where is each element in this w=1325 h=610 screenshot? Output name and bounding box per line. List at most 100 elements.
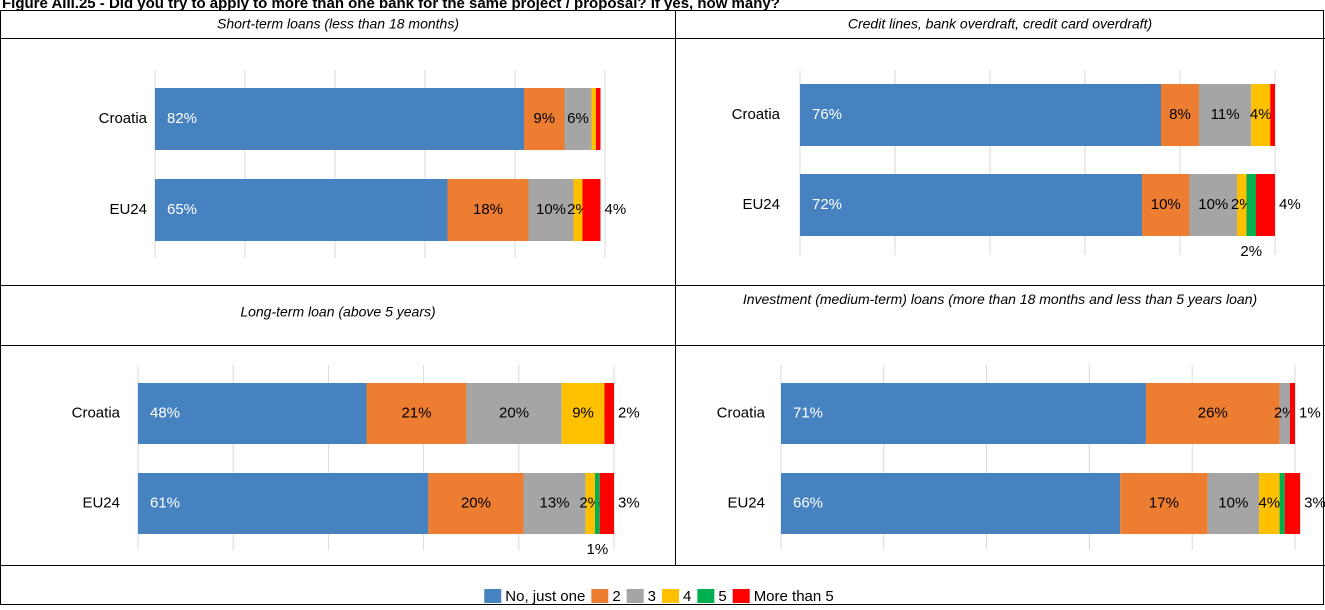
- bar-segment: [366, 383, 467, 444]
- data-label: 3%: [1304, 494, 1325, 511]
- legend-swatch: [662, 589, 679, 603]
- bar-segment: [800, 174, 1142, 236]
- bar-segment: [1145, 383, 1280, 444]
- bar-segment: [781, 473, 1121, 534]
- bar-segment: [1161, 84, 1199, 146]
- data-label: 10%: [1198, 196, 1228, 213]
- data-label: 18%: [473, 201, 503, 218]
- data-label: 10%: [1218, 494, 1248, 511]
- bar-segment: [585, 473, 595, 534]
- data-label: 61%: [150, 494, 180, 511]
- bar-segment: [573, 179, 583, 241]
- chart-subtitle: Short-term loans (less than 18 months): [217, 16, 459, 32]
- legend-label: 2: [612, 588, 620, 605]
- category-label: Croatia: [732, 106, 781, 123]
- data-label: 10%: [536, 201, 566, 218]
- data-label: 48%: [150, 404, 180, 421]
- bar-segment: [800, 84, 1161, 146]
- bar-segment: [1270, 84, 1275, 146]
- bar-segment: [466, 383, 562, 444]
- bar-segment: [1279, 473, 1285, 534]
- legend-swatch: [697, 589, 715, 603]
- bar-segment: [604, 383, 614, 444]
- data-label: 4%: [1250, 106, 1272, 123]
- bar-segment: [1199, 84, 1252, 146]
- bar-segment: [599, 473, 614, 534]
- legend-swatch: [732, 589, 750, 603]
- legend-label: 5: [718, 588, 726, 605]
- data-label: 66%: [793, 494, 823, 511]
- bar-segment: [524, 88, 565, 150]
- frame: [0, 10, 1325, 605]
- data-label: 26%: [1198, 404, 1228, 421]
- data-label: 9%: [572, 404, 594, 421]
- legend-label: No, just one: [505, 588, 585, 605]
- data-label: 1%: [586, 541, 608, 558]
- bar-segment: [594, 473, 600, 534]
- data-label: 17%: [1149, 494, 1179, 511]
- legend-label: 3: [648, 588, 656, 605]
- data-label: 9%: [533, 110, 555, 127]
- data-label: 4%: [1279, 196, 1301, 213]
- category-label: EU24: [82, 494, 120, 511]
- chart-subtitle: Investment (medium-term) loans (more tha…: [743, 291, 1257, 307]
- legend-swatch: [484, 589, 502, 603]
- data-label: 82%: [167, 110, 197, 127]
- chart-subtitle: Credit lines, bank overdraft, credit car…: [848, 16, 1152, 32]
- data-label: 65%: [167, 201, 197, 218]
- data-label: 8%: [1169, 106, 1191, 123]
- legend-swatch: [591, 589, 609, 603]
- data-label: 72%: [812, 196, 842, 213]
- bar-segment: [447, 179, 529, 241]
- data-label: 13%: [539, 494, 569, 511]
- category-label: EU24: [742, 196, 780, 213]
- data-label: 6%: [567, 110, 589, 127]
- category-label: Croatia: [99, 110, 148, 127]
- bar-segment: [1142, 174, 1190, 236]
- legend-swatch: [626, 589, 644, 603]
- bar-segment: [523, 473, 586, 534]
- bar-segment: [1207, 473, 1260, 534]
- category-label: Croatia: [717, 404, 766, 421]
- bar-segment: [1189, 174, 1237, 236]
- data-label: 76%: [812, 106, 842, 123]
- data-label: 2%: [618, 404, 640, 421]
- legend-label: 4: [683, 588, 691, 605]
- data-label: 4%: [1258, 494, 1280, 511]
- bar-segment: [138, 383, 367, 444]
- bar-segment: [591, 88, 596, 150]
- bar-segment: [138, 473, 429, 534]
- bar-segment: [596, 88, 601, 150]
- category-label: EU24: [109, 201, 147, 218]
- bar-segment: [1256, 174, 1275, 236]
- bar-segment: [1284, 473, 1301, 534]
- bar-segment: [1289, 383, 1295, 444]
- data-label: 2%: [1240, 243, 1262, 260]
- bar-segment: [1246, 174, 1256, 236]
- figure-title: Figure AIII.25 - Did you try to apply to…: [2, 0, 780, 12]
- bar-segment: [582, 179, 601, 241]
- bar-segment: [155, 179, 448, 241]
- data-label: 3%: [618, 494, 640, 511]
- bar-segment: [528, 179, 574, 241]
- category-label: Croatia: [72, 404, 121, 421]
- bar-segment: [1237, 174, 1247, 236]
- data-label: 20%: [499, 404, 529, 421]
- bar-segment: [781, 383, 1146, 444]
- category-label: EU24: [727, 494, 765, 511]
- data-label: 20%: [461, 494, 491, 511]
- data-label: 21%: [401, 404, 431, 421]
- legend-label: More than 5: [754, 588, 834, 605]
- data-label: 11%: [1211, 106, 1240, 123]
- data-label: 10%: [1151, 196, 1181, 213]
- data-label: 1%: [1299, 404, 1321, 421]
- bar-segment: [1259, 473, 1280, 534]
- data-label: 4%: [605, 201, 627, 218]
- bar-segment: [561, 383, 605, 444]
- data-label: 71%: [793, 404, 823, 421]
- bar-segment: [1120, 473, 1208, 534]
- bar-segment: [1251, 84, 1271, 146]
- bar-segment: [564, 88, 592, 150]
- bar-segment: [428, 473, 524, 534]
